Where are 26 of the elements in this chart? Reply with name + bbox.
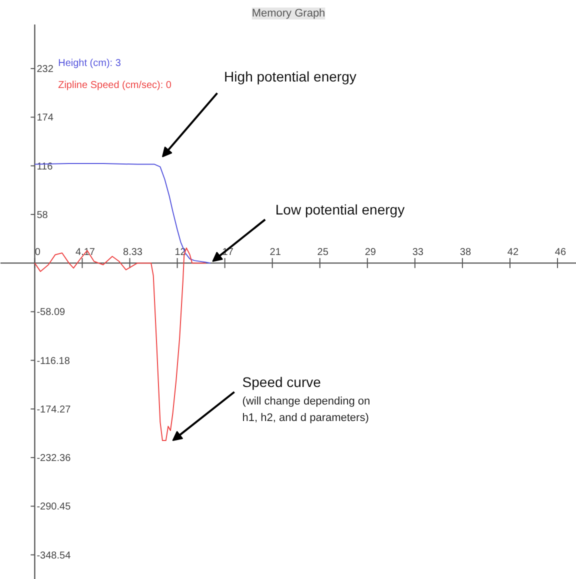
annotation: (will change depending on h1, h2, and d parameters) <box>242 395 370 424</box>
y-tick-label: -174.27 <box>36 404 72 416</box>
x-tick-label: 29 <box>364 247 376 258</box>
chart-title: Memory Graph <box>252 8 326 20</box>
x-tick-label: 8.33 <box>123 247 143 258</box>
annotation: Low potential energy <box>275 202 405 218</box>
y-tick-label: -58.09 <box>36 307 66 318</box>
y-tick-label: 58 <box>36 210 48 221</box>
annotation: High potential energy <box>224 68 356 84</box>
x-tick-label: 33 <box>412 247 424 258</box>
annotation: Speed curve <box>242 374 322 390</box>
y-tick-label: -348.54 <box>36 550 72 562</box>
y-tick-label: 232 <box>36 64 54 76</box>
x-tick-label: 42 <box>507 247 519 258</box>
x-tick-label: 21 <box>270 247 282 258</box>
line-series <box>34 162 211 264</box>
y-tick-label: -116.18 <box>36 356 70 367</box>
x-tick-label: 38 <box>460 247 472 258</box>
text: Height (cm): 3 <box>58 58 122 69</box>
y-tick-label: -290.45 <box>36 502 72 513</box>
line-series <box>34 248 206 442</box>
text: Zipline Speed (cm/sec): 0 <box>58 80 172 92</box>
y-tick-label: 174 <box>36 112 54 124</box>
x-tick-label: 46 <box>554 247 566 258</box>
x-tick-label: 25 <box>317 247 329 258</box>
y-tick-label: -232.36 <box>36 453 72 464</box>
